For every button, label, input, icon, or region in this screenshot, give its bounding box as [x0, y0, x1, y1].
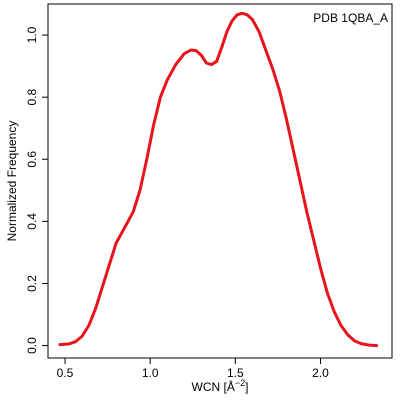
y-tick-label: 1.0 — [25, 26, 39, 43]
x-axis: 0.5 1.0 1.5 2.0 — [57, 358, 329, 380]
x-tick-label: 1.0 — [142, 366, 159, 380]
y-tick-label: 0.2 — [25, 275, 39, 292]
chart-annotation: PDB 1QBA_A — [313, 11, 388, 25]
y-tick-label: 0.0 — [25, 337, 39, 354]
x-axis-label: WCN [Å−2] — [192, 378, 249, 394]
plot-frame — [47, 3, 393, 359]
x-axis-label-close: ] — [245, 380, 248, 394]
x-axis-label-main: WCN [Å — [192, 379, 235, 394]
y-tick-label: 0.8 — [25, 88, 39, 105]
x-tick-label: 2.0 — [312, 366, 329, 380]
x-tick-label: 1.5 — [227, 366, 244, 380]
x-tick-label: 0.5 — [57, 366, 74, 380]
density-curve — [58, 11, 379, 348]
x-axis-label-exponent: −2 — [235, 378, 245, 388]
y-tick-label: 0.6 — [25, 151, 39, 168]
y-axis: 0.0 0.2 0.4 0.6 0.8 1.0 — [25, 26, 48, 354]
y-tick-label: 0.4 — [25, 213, 39, 230]
y-axis-label: Normalized Frequency — [5, 121, 19, 242]
